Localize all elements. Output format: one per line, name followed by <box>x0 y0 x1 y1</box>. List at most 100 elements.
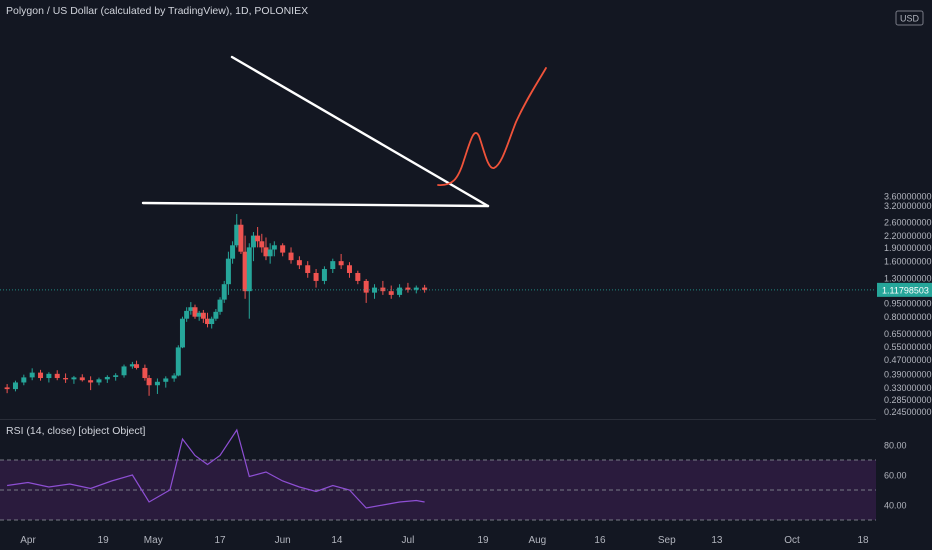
candle-body <box>296 260 302 266</box>
price-axis-tick-label: 0.28500000 <box>884 395 932 405</box>
candle <box>96 377 102 386</box>
price-axis-tick-label: 0.39000000 <box>884 370 932 380</box>
candle-body <box>246 247 252 292</box>
projection-path <box>437 67 547 186</box>
candle <box>405 282 411 293</box>
candle-body <box>200 312 206 319</box>
rsi-axis-tick-label: 60.00 <box>884 471 907 481</box>
candle-body <box>321 269 327 281</box>
candle <box>179 316 185 349</box>
price-axis-tick-label: 1.30000000 <box>884 273 932 283</box>
candle-body <box>29 372 35 378</box>
support-trendline <box>141 201 490 208</box>
candle <box>12 380 18 392</box>
candle-body <box>225 258 231 285</box>
candle-body <box>121 366 127 376</box>
candle-body <box>405 287 411 290</box>
candle <box>380 280 386 295</box>
candle <box>29 368 35 381</box>
candle-body <box>54 373 60 379</box>
candle-body <box>175 347 181 376</box>
price-axis-tick-label: 1.60000000 <box>884 257 932 267</box>
candle <box>221 280 227 303</box>
price-axis-tick-label: 3.20000000 <box>884 201 932 211</box>
time-axis-tick-label: Jul <box>402 535 415 546</box>
candle <box>288 247 294 264</box>
time-axis-tick-label: Apr <box>20 535 36 546</box>
candle-body <box>380 287 386 292</box>
candle-body <box>38 372 44 379</box>
candle-body <box>63 378 69 380</box>
candle <box>296 256 302 270</box>
candle <box>154 378 160 394</box>
currency-badge <box>895 10 924 26</box>
candle-body <box>234 224 240 246</box>
candle <box>209 316 215 329</box>
candle <box>305 261 311 278</box>
candle-body <box>238 224 244 252</box>
candle <box>175 345 181 377</box>
candle <box>134 360 140 370</box>
price-axis-tick-label: 2.20000000 <box>884 231 932 241</box>
price-axis-tick-label: 1.90000000 <box>884 243 932 253</box>
candle-body <box>388 291 394 295</box>
time-axis-tick-label: 14 <box>331 535 343 546</box>
candle <box>4 384 10 394</box>
rsi-axis-tick-label: 40.00 <box>884 501 907 511</box>
candle <box>196 310 202 321</box>
candle <box>246 243 252 319</box>
candle-body <box>363 280 369 293</box>
candle-body <box>184 310 190 319</box>
candle <box>330 258 336 273</box>
price-axis-tick-label: 0.95000000 <box>884 298 932 308</box>
candle <box>54 370 60 381</box>
price-axis-tick-label: 0.24500000 <box>884 407 932 417</box>
candle <box>129 361 135 369</box>
price-axis-tick-label: 3.60000000 <box>884 192 932 202</box>
candle <box>188 302 194 315</box>
time-axis-tick-label: Aug <box>528 535 546 546</box>
candle <box>121 364 127 378</box>
candle-body <box>205 318 211 325</box>
candle-body <box>221 284 227 300</box>
candle-body <box>259 241 265 248</box>
candle-body <box>372 287 378 293</box>
candle <box>88 376 94 391</box>
candles <box>4 214 428 396</box>
candle-body <box>196 312 202 317</box>
candle-body <box>313 272 319 281</box>
candle <box>259 233 265 253</box>
candle <box>313 269 319 288</box>
candle <box>63 373 69 383</box>
time-axis-tick-label: Sep <box>658 535 676 546</box>
candle <box>413 285 419 294</box>
candle-body <box>88 380 94 383</box>
candle <box>230 241 236 264</box>
candle <box>113 373 119 381</box>
candle <box>388 285 394 299</box>
price-axis-tick-label: 2.60000000 <box>884 218 932 228</box>
candle-body <box>330 261 336 270</box>
candle-body <box>179 318 185 348</box>
candle <box>250 232 256 262</box>
candle <box>171 373 177 382</box>
time-axis-tick-label: Oct <box>784 535 800 546</box>
price-axis-tick-label: 0.55000000 <box>884 342 932 352</box>
candle-body <box>188 307 194 311</box>
candle <box>280 243 286 257</box>
candle <box>271 241 277 257</box>
candle-body <box>46 373 52 379</box>
candle-body <box>142 367 148 379</box>
candle <box>372 284 378 299</box>
candle <box>422 284 428 293</box>
candle-body <box>4 387 10 390</box>
rsi-label: RSI (14, close) [object Object] <box>6 425 146 437</box>
chart-title: Polygon / US Dollar (calculated by Tradi… <box>6 5 309 17</box>
candle-body <box>209 318 215 325</box>
candle-body <box>129 364 135 367</box>
candle-body <box>263 247 269 257</box>
candle-body <box>338 261 344 266</box>
candle-body <box>113 375 119 377</box>
last-price-tag <box>877 282 932 297</box>
